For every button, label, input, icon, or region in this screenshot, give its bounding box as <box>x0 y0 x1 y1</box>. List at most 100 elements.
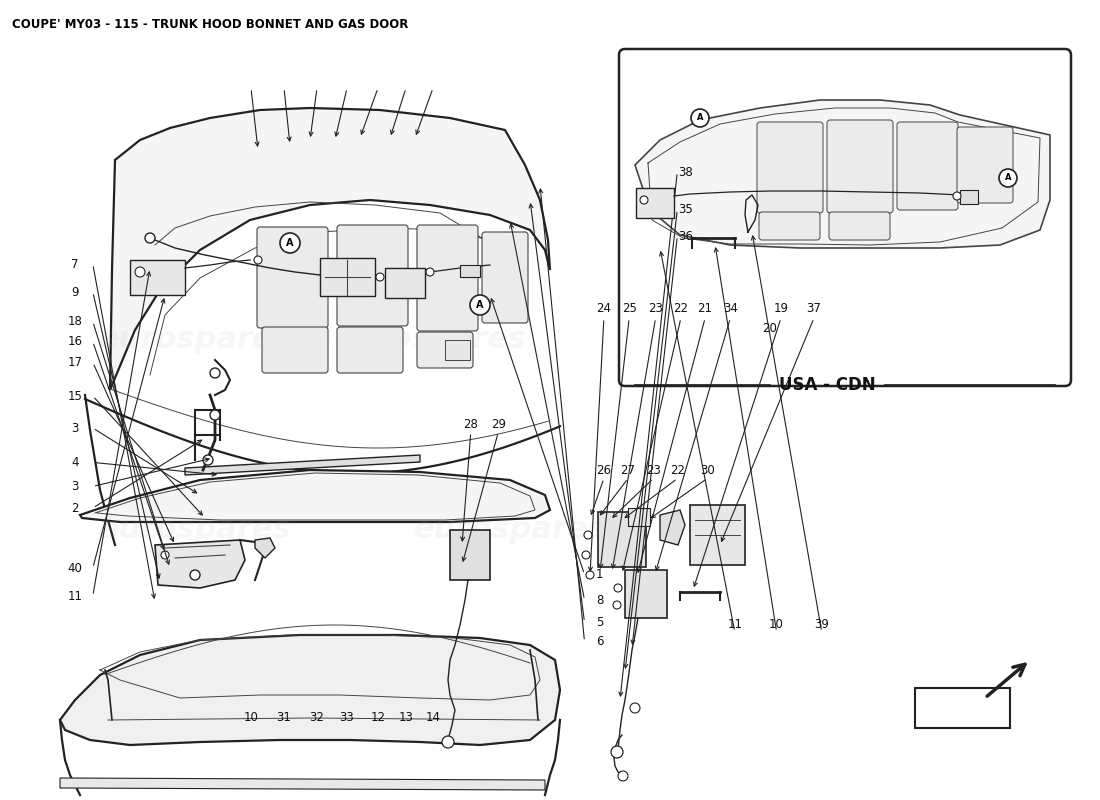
Circle shape <box>442 736 454 748</box>
Bar <box>130 260 185 295</box>
Circle shape <box>691 109 710 127</box>
Bar <box>625 570 667 618</box>
Text: A: A <box>476 300 484 310</box>
FancyBboxPatch shape <box>337 225 408 326</box>
Text: 14: 14 <box>426 711 441 724</box>
FancyBboxPatch shape <box>417 225 478 331</box>
Text: 3: 3 <box>72 480 78 493</box>
Text: A: A <box>1004 174 1011 182</box>
Text: 20: 20 <box>762 322 778 334</box>
Circle shape <box>210 410 220 420</box>
Bar <box>915 688 1010 728</box>
Text: 10: 10 <box>769 618 784 630</box>
Text: 35: 35 <box>678 203 693 216</box>
Text: COUPE' MY03 - 115 - TRUNK HOOD BONNET AND GAS DOOR: COUPE' MY03 - 115 - TRUNK HOOD BONNET AN… <box>12 18 408 31</box>
Bar <box>960 190 978 204</box>
Text: 40: 40 <box>67 562 82 574</box>
Bar <box>636 188 674 218</box>
Polygon shape <box>60 635 560 745</box>
Circle shape <box>204 455 213 465</box>
Text: 3: 3 <box>72 422 78 434</box>
Text: 22: 22 <box>673 302 689 314</box>
Circle shape <box>614 584 622 592</box>
Text: 36: 36 <box>678 230 693 242</box>
FancyBboxPatch shape <box>757 122 823 213</box>
Polygon shape <box>60 778 544 790</box>
Circle shape <box>254 256 262 264</box>
Polygon shape <box>255 538 275 558</box>
Text: 22: 22 <box>670 464 685 477</box>
Polygon shape <box>80 470 550 522</box>
FancyBboxPatch shape <box>957 127 1013 203</box>
Text: eurospares: eurospares <box>333 326 527 354</box>
FancyBboxPatch shape <box>262 327 328 373</box>
Bar <box>446 340 470 360</box>
Circle shape <box>586 571 594 579</box>
FancyBboxPatch shape <box>337 327 403 373</box>
Text: 5: 5 <box>596 616 603 629</box>
Circle shape <box>470 295 490 315</box>
FancyBboxPatch shape <box>759 212 820 240</box>
Circle shape <box>190 570 200 580</box>
Circle shape <box>613 601 621 609</box>
Circle shape <box>161 551 169 559</box>
Polygon shape <box>155 540 245 588</box>
Text: 11: 11 <box>67 590 82 602</box>
Circle shape <box>135 267 145 277</box>
Text: eurospares: eurospares <box>99 515 292 545</box>
Text: 38: 38 <box>678 166 693 178</box>
Circle shape <box>210 368 220 378</box>
Circle shape <box>376 273 384 281</box>
Text: 26: 26 <box>596 464 612 477</box>
Text: 23: 23 <box>648 302 663 314</box>
Text: 24: 24 <box>596 302 612 314</box>
Text: 17: 17 <box>67 356 82 369</box>
Text: 34: 34 <box>723 302 738 314</box>
Text: 16: 16 <box>67 335 82 348</box>
Text: A: A <box>286 238 294 248</box>
Text: 23: 23 <box>646 464 661 477</box>
Circle shape <box>280 233 300 253</box>
Circle shape <box>426 268 434 276</box>
FancyBboxPatch shape <box>417 332 473 368</box>
Text: 18: 18 <box>67 315 82 328</box>
FancyBboxPatch shape <box>896 122 958 210</box>
Circle shape <box>630 703 640 713</box>
Text: 32: 32 <box>309 711 324 724</box>
Bar <box>460 265 480 277</box>
Bar <box>320 258 375 296</box>
Text: A: A <box>696 114 703 122</box>
Text: 39: 39 <box>814 618 829 630</box>
Bar <box>385 268 425 298</box>
Text: 4: 4 <box>72 456 78 469</box>
FancyBboxPatch shape <box>482 232 528 323</box>
Text: 33: 33 <box>339 711 354 724</box>
FancyBboxPatch shape <box>829 212 890 240</box>
Text: 2: 2 <box>72 502 78 514</box>
Text: 21: 21 <box>697 302 713 314</box>
Circle shape <box>618 771 628 781</box>
Text: 25: 25 <box>621 302 637 314</box>
Polygon shape <box>185 455 420 475</box>
Text: 37: 37 <box>806 302 822 314</box>
Text: 29: 29 <box>491 418 506 430</box>
Circle shape <box>999 169 1018 187</box>
Text: 10: 10 <box>243 711 258 724</box>
Circle shape <box>584 531 592 539</box>
Text: 19: 19 <box>773 302 789 314</box>
Text: 30: 30 <box>700 464 715 477</box>
Bar <box>628 508 650 526</box>
Bar <box>690 505 745 565</box>
FancyBboxPatch shape <box>827 120 893 213</box>
Text: 13: 13 <box>398 711 414 724</box>
FancyBboxPatch shape <box>619 49 1071 386</box>
Text: 6: 6 <box>596 635 603 648</box>
Text: 11: 11 <box>727 618 742 630</box>
Polygon shape <box>635 100 1050 248</box>
Circle shape <box>953 192 961 200</box>
Polygon shape <box>110 108 550 390</box>
Text: 28: 28 <box>463 418 478 430</box>
Text: 9: 9 <box>72 286 78 298</box>
Bar <box>450 530 490 580</box>
Circle shape <box>640 196 648 204</box>
